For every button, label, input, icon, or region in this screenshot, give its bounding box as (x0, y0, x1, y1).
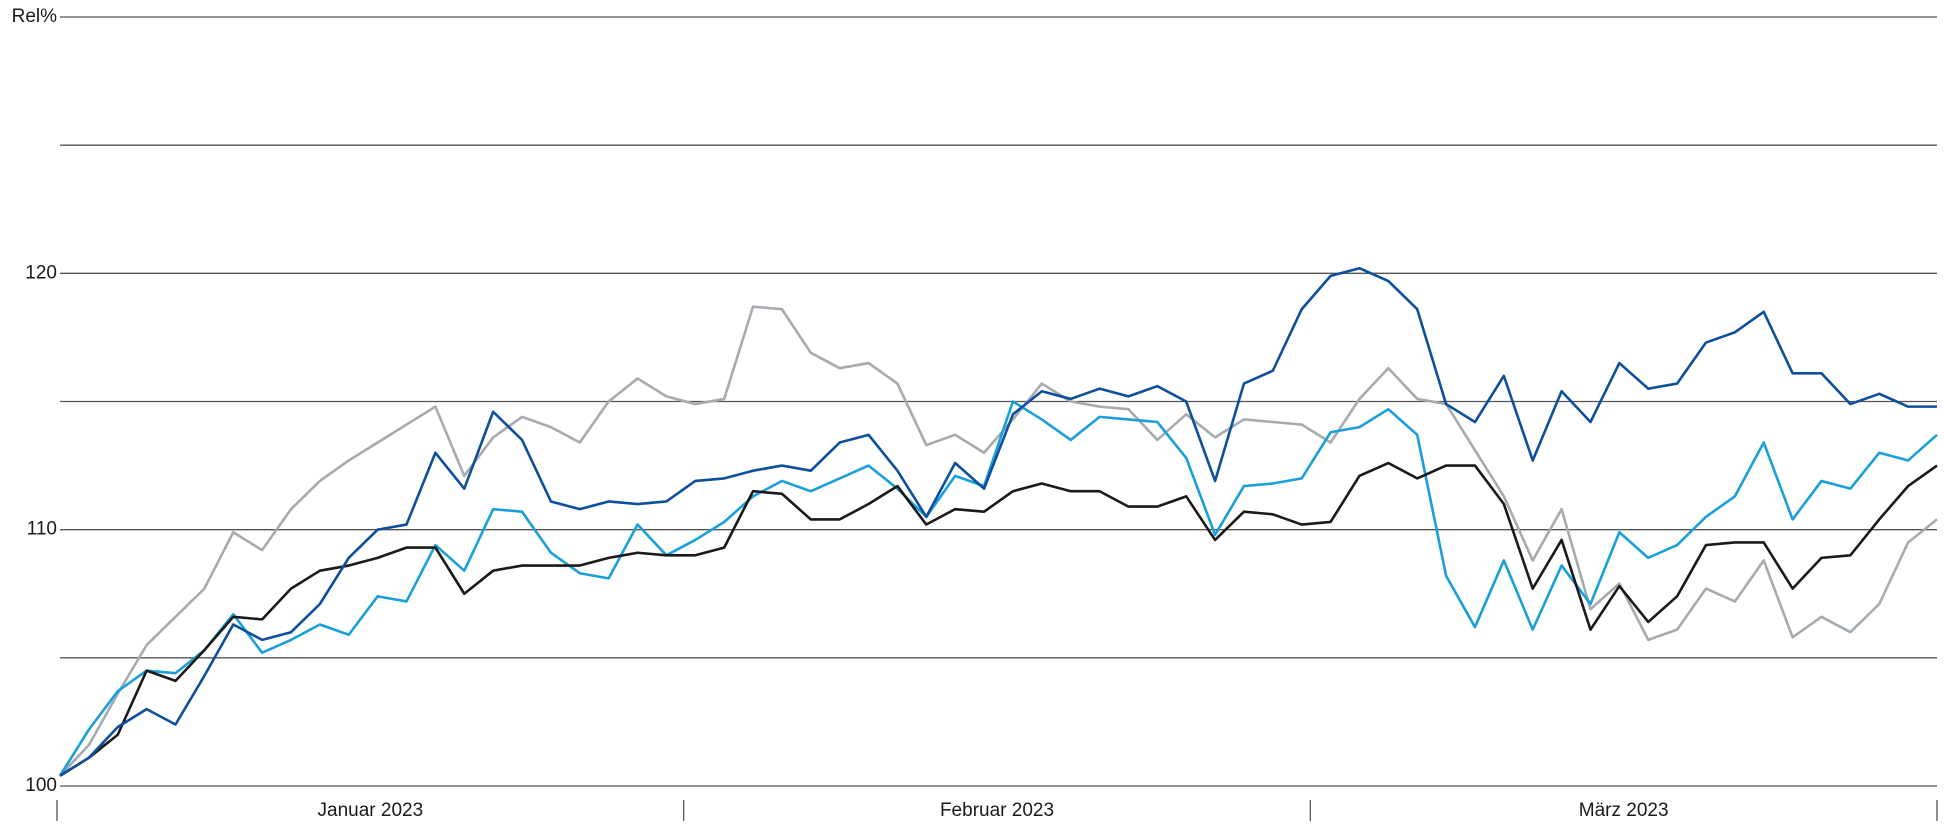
x-tick-label: März 2023 (1579, 800, 1669, 821)
y-tick-label: 120 (25, 262, 57, 283)
y-tick-label: 110 (27, 519, 57, 540)
series-line (58, 400, 1938, 777)
y-tick-label: Rel% (12, 6, 58, 27)
series-line (59, 266, 1937, 777)
series-line (59, 305, 1938, 777)
x-tick-label: Februar 2023 (940, 800, 1054, 821)
x-tick-label: Januar 2023 (318, 800, 424, 821)
y-tick-label: 100 (25, 775, 57, 796)
series-line (59, 461, 1938, 777)
